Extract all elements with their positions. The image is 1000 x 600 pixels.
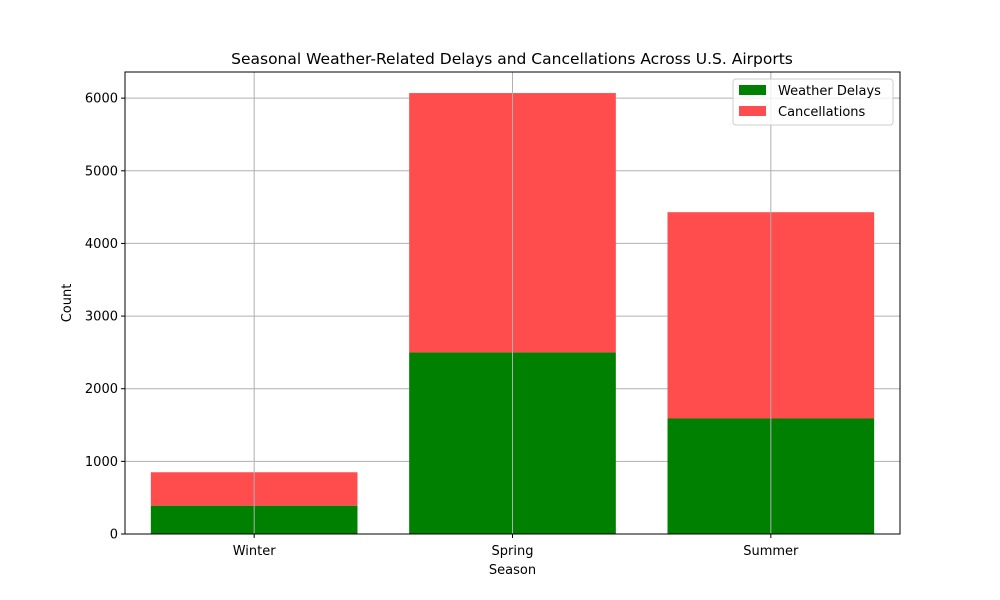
y-tick-label: 4000 bbox=[85, 237, 118, 252]
y-tick-label: 6000 bbox=[85, 92, 118, 107]
legend-label: Weather Delays bbox=[778, 84, 881, 99]
legend: Weather Delays Cancellations bbox=[732, 78, 894, 126]
y-tick-label: 0 bbox=[110, 528, 118, 543]
y-axis-title: Count bbox=[60, 284, 75, 323]
x-tick-label: Winter bbox=[233, 544, 277, 559]
legend-box bbox=[732, 78, 894, 126]
y-axis: 0 1000 2000 3000 4000 5000 6000 bbox=[85, 92, 125, 543]
y-tick-label: 3000 bbox=[85, 310, 118, 325]
x-grid bbox=[253, 72, 772, 534]
x-axis-title: Season bbox=[489, 563, 536, 578]
x-axis: Winter Spring Summer bbox=[233, 534, 799, 559]
y-tick-label: 5000 bbox=[85, 164, 118, 179]
y-tick-label: 1000 bbox=[85, 455, 118, 470]
legend-label: Cancellations bbox=[778, 105, 866, 120]
x-tick-label: Summer bbox=[743, 544, 799, 559]
x-tick-label: Spring bbox=[492, 544, 534, 559]
legend-swatch bbox=[739, 85, 766, 95]
y-tick-label: 2000 bbox=[85, 382, 118, 397]
chart-title: Seasonal Weather-Related Delays and Canc… bbox=[231, 50, 793, 68]
legend-swatch bbox=[739, 106, 766, 116]
